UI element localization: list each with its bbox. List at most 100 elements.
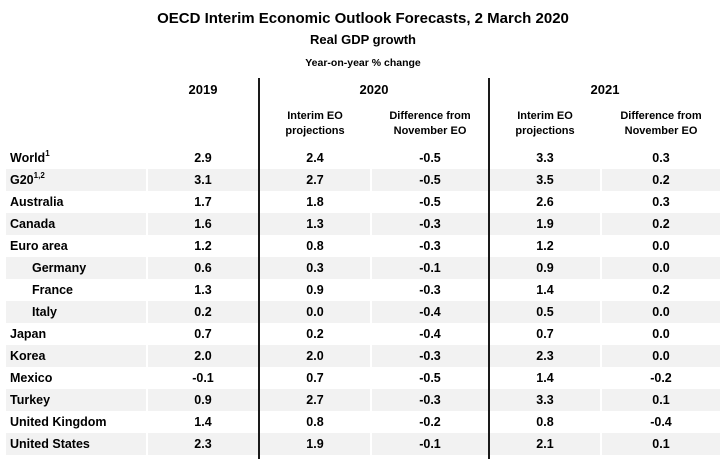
row-label: France: [32, 283, 73, 297]
value-cell: 3.3: [536, 151, 554, 165]
row-label: Korea: [6, 345, 146, 367]
row-label: Germany: [6, 257, 146, 279]
value-cell: 1.2: [194, 239, 212, 253]
value-cell: 0.0: [652, 327, 670, 341]
value-cell: 0.9: [148, 389, 258, 411]
value-cell: 1.9: [260, 433, 370, 455]
value-cell: -0.2: [419, 415, 441, 429]
value-cell: 1.9: [490, 213, 600, 235]
row-label: United Kingdom: [10, 415, 107, 429]
value-cell: -0.3: [419, 239, 441, 253]
footnote-marker: 1: [45, 149, 50, 159]
value-cell: 0.0: [602, 345, 720, 367]
value-cell: -0.4: [419, 327, 441, 341]
value-cell: -0.3: [372, 389, 488, 411]
value-cell: -0.5: [419, 151, 441, 165]
value-cell: -0.1: [372, 433, 488, 455]
value-cell: 0.7: [536, 327, 554, 341]
table-row: Italy 0.2 0.0 -0.4 0.5 0.0: [6, 301, 720, 323]
value-cell: 0.8: [306, 415, 324, 429]
row-label: G201,2: [6, 169, 146, 191]
year-header-row: 2019 2020 2021: [6, 78, 720, 100]
col-header-2020-difference-from-november: Difference from November EO: [389, 109, 471, 137]
table-row: Canada 1.6 1.3 -0.3 1.9 0.2: [6, 213, 720, 235]
value-cell: 0.2: [148, 301, 258, 323]
value-cell: 1.2: [536, 239, 554, 253]
value-cell: 2.6: [536, 195, 554, 209]
value-cell: 0.9: [490, 257, 600, 279]
row-label: World1: [10, 149, 50, 166]
value-cell: -0.1: [372, 257, 488, 279]
empty-corner-cell: [6, 78, 146, 100]
col-header-2020: 2020: [359, 81, 389, 97]
value-cell: 0.3: [652, 151, 670, 165]
value-cell: 2.9: [194, 151, 212, 165]
value-cell: 0.7: [306, 371, 324, 385]
value-cell: -0.5: [419, 371, 441, 385]
value-cell: 3.1: [148, 169, 258, 191]
value-cell: -0.5: [372, 169, 488, 191]
value-cell: 2.4: [306, 151, 324, 165]
col-header-2019: 2019: [188, 81, 218, 97]
value-cell: 1.8: [306, 195, 324, 209]
col-header-2020-interim-projections: Interim EO projections: [285, 109, 345, 137]
table-row: Australia 1.7 1.8 -0.5 2.6 0.3: [6, 191, 720, 213]
table-row: Germany 0.6 0.3 -0.1 0.9 0.0: [6, 257, 720, 279]
value-cell: 1.7: [194, 195, 212, 209]
value-cell: 1.4: [536, 371, 554, 385]
value-cell: 0.8: [306, 239, 324, 253]
row-label: Japan: [10, 327, 47, 341]
column-group-divider-left: [258, 78, 260, 459]
value-cell: 0.8: [536, 415, 554, 429]
value-cell: 0.1: [602, 433, 720, 455]
row-label: Italy: [6, 301, 146, 323]
page-subtitle: Real GDP growth: [310, 32, 416, 47]
table-row: Mexico -0.1 0.7 -0.5 1.4 -0.2: [6, 367, 720, 389]
value-cell: -0.1: [192, 371, 214, 385]
value-cell: 1.4: [536, 283, 554, 297]
table-row: United Kingdom 1.4 0.8 -0.2 0.8 -0.4: [6, 411, 720, 433]
table-row: World1 2.9 2.4 -0.5 3.3 0.3: [6, 147, 720, 169]
value-cell: 0.1: [602, 389, 720, 411]
footnote-marker: 1,2: [33, 171, 45, 181]
value-cell: 3.5: [490, 169, 600, 191]
gdp-forecast-table: 2019 2020 2021 Interim EO projections Di…: [4, 78, 722, 455]
table-body: World1 2.9 2.4 -0.5 3.3 0.3 G201,2 3.1 2.7 -0.5 3.…: [6, 147, 720, 455]
col-header-2021-interim-projections: Interim EO projections: [515, 109, 575, 137]
value-cell: 2.0: [260, 345, 370, 367]
value-cell: -0.3: [419, 283, 441, 297]
page-title: OECD Interim Economic Outlook Forecasts,…: [157, 10, 569, 27]
value-cell: 0.6: [148, 257, 258, 279]
value-cell: 1.6: [148, 213, 258, 235]
value-cell: 0.9: [306, 283, 324, 297]
value-cell: -0.5: [419, 195, 441, 209]
table-row: Turkey 0.9 2.7 -0.3 3.3 0.1: [6, 389, 720, 411]
value-cell: 2.3: [148, 433, 258, 455]
table-row: Euro area 1.2 0.8 -0.3 1.2 0.0: [6, 235, 720, 257]
table-row: Japan 0.7 0.2 -0.4 0.7 0.0: [6, 323, 720, 345]
row-label: Euro area: [10, 239, 68, 253]
value-cell: -0.4: [650, 415, 672, 429]
value-cell: 2.3: [490, 345, 600, 367]
value-cell: 0.0: [260, 301, 370, 323]
value-cell: 2.0: [148, 345, 258, 367]
value-cell: 0.0: [602, 257, 720, 279]
value-cell: 0.2: [652, 283, 670, 297]
value-cell: 0.3: [260, 257, 370, 279]
value-cell: 0.5: [490, 301, 600, 323]
col-header-2021: 2021: [590, 81, 620, 97]
row-label: United States: [6, 433, 146, 455]
col-header-2021-difference-from-november: Difference from November EO: [620, 109, 702, 137]
value-cell: 1.3: [260, 213, 370, 235]
value-cell: 2.7: [260, 389, 370, 411]
sub-header-row: Interim EO projections Difference from N…: [6, 100, 720, 147]
value-cell: 0.7: [194, 327, 212, 341]
value-cell: 0.2: [602, 213, 720, 235]
unit-note: Year-on-year % change: [305, 57, 421, 69]
table-row: G201,2 3.1 2.7 -0.5 3.5 0.2: [6, 169, 720, 191]
row-label: Mexico: [10, 371, 53, 385]
value-cell: -0.3: [372, 345, 488, 367]
value-cell: 0.0: [602, 301, 720, 323]
value-cell: 2.7: [260, 169, 370, 191]
